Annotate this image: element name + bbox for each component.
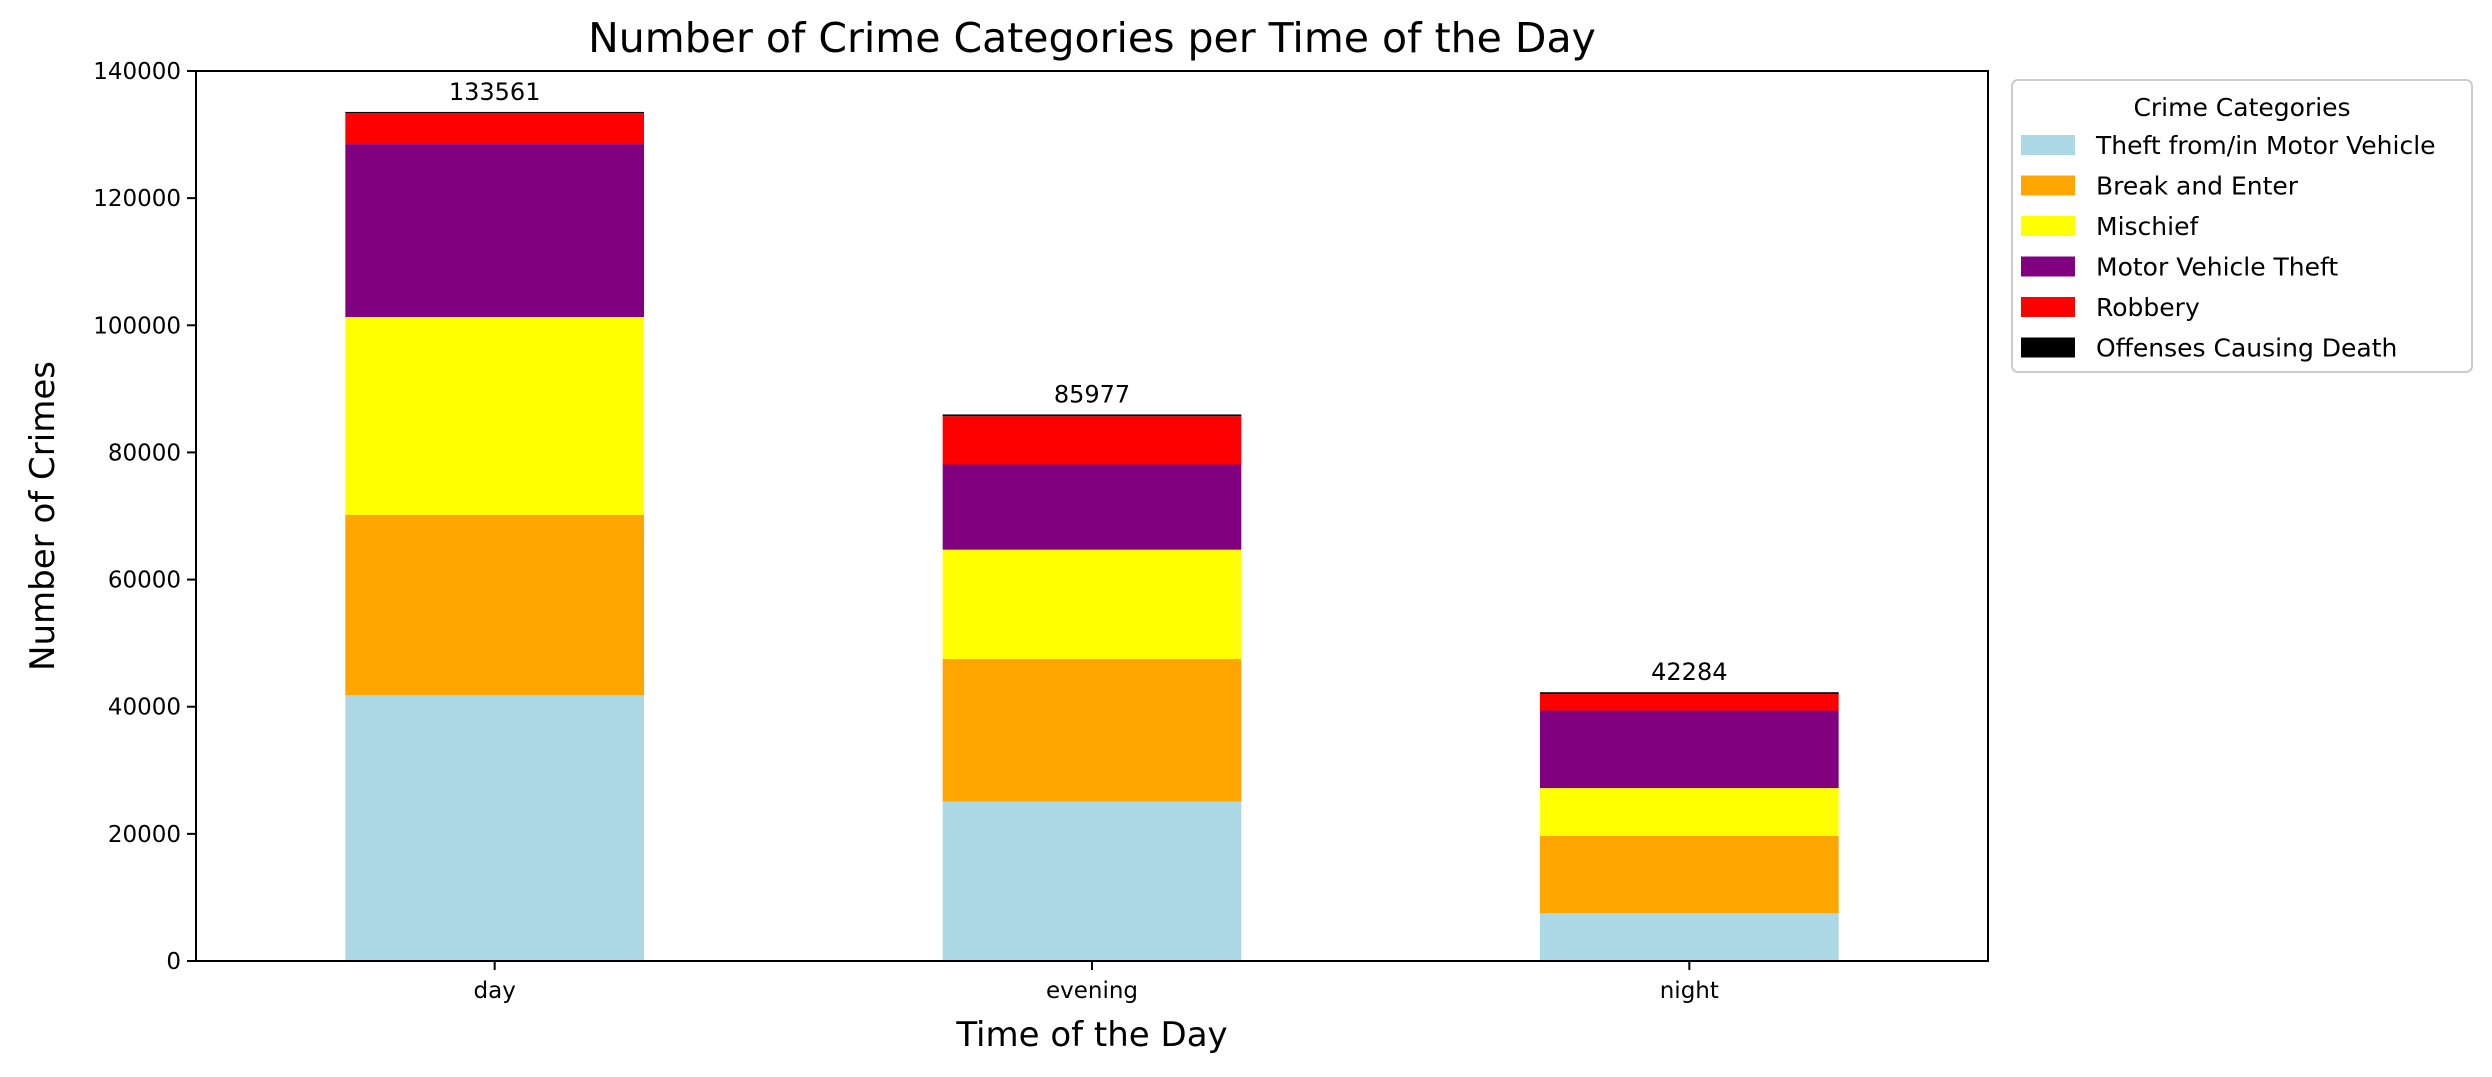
legend-label: Mischief — [2096, 212, 2199, 241]
bar-segment-night-theft-from-in-motor-vehicle — [1540, 913, 1839, 961]
bar-segment-day-break-and-enter — [345, 514, 644, 696]
legend-swatch — [2021, 256, 2075, 277]
y-tick-label: 60000 — [108, 568, 181, 594]
plot-frame — [195, 70, 1989, 962]
bar-segment-evening-robbery — [942, 416, 1242, 465]
legend-items: Theft from/in Motor Vehicle Break and Ent… — [2021, 131, 2436, 363]
bar-segment-day-mischief — [345, 317, 644, 515]
y-tick-label: 100000 — [93, 313, 181, 339]
bar-segment-evening-motor-vehicle-theft — [942, 464, 1242, 550]
bar-segment-night-robbery — [1540, 694, 1839, 711]
bar-segment-night-mischief — [1540, 788, 1839, 836]
legend-swatch — [2021, 216, 2075, 236]
x-axis-ticks: day evening night — [474, 961, 1719, 1004]
legend-title: Crime Categories — [2133, 93, 2350, 122]
bar-total-label: 42284 — [1651, 658, 1727, 686]
bar-segment-evening-offenses-causing-death — [942, 414, 1242, 417]
bar-segment-evening-break-and-enter — [942, 659, 1242, 802]
bar-segment-night-break-and-enter — [1540, 835, 1839, 914]
legend-label: Robbery — [2096, 293, 2200, 322]
y-tick-label: 140000 — [93, 59, 181, 85]
bar-segment-day-theft-from-in-motor-vehicle — [345, 695, 644, 961]
bar-total-label: 133561 — [449, 78, 541, 106]
legend-label: Offenses Causing Death — [2096, 334, 2397, 363]
legend: Crime Categories Theft from/in Motor Veh… — [2011, 79, 2473, 373]
y-tick-label: 0 — [166, 949, 181, 975]
bar-segment-evening-mischief — [942, 549, 1242, 660]
legend-label: Break and Enter — [2096, 172, 2299, 201]
y-axis-ticks: 0 20000 40000 60000 80000 100000 120000 140000 — [93, 59, 196, 975]
bar-segment-day-robbery — [345, 112, 644, 145]
y-tick-label: 80000 — [108, 440, 181, 466]
bar-segment-night-offenses-causing-death — [1540, 692, 1839, 694]
bars-group — [345, 111, 1839, 961]
legend-swatch — [2021, 337, 2075, 358]
x-tick-label: night — [1660, 978, 1719, 1004]
legend-label: Motor Vehicle Theft — [2096, 253, 2338, 282]
bar-segment-night-motor-vehicle-theft — [1540, 710, 1839, 789]
bar-segment-evening-theft-from-in-motor-vehicle — [942, 801, 1242, 961]
x-tick-label: evening — [1046, 978, 1138, 1004]
legend-label: Theft from/in Motor Vehicle — [2095, 131, 2436, 160]
y-axis-title: Number of Crimes — [23, 361, 63, 671]
x-axis-title: Time of the Day — [955, 1015, 1227, 1055]
legend-swatch — [2021, 297, 2075, 317]
chart-title: Number of Crime Categories per Time of t… — [588, 14, 1596, 62]
bar-total-label: 85977 — [1054, 380, 1130, 408]
legend-swatch — [2021, 135, 2075, 155]
bar-segment-day-motor-vehicle-theft — [345, 144, 644, 318]
y-tick-label: 120000 — [93, 186, 181, 212]
legend-swatch — [2021, 175, 2075, 196]
x-tick-label: day — [474, 978, 516, 1004]
legend-box — [2011, 79, 2473, 373]
bar-totals: 133561 85977 42284 — [449, 78, 1728, 686]
y-tick-label: 20000 — [108, 822, 181, 848]
y-tick-label: 40000 — [108, 695, 181, 721]
bar-segment-day-offenses-causing-death — [345, 111, 644, 113]
